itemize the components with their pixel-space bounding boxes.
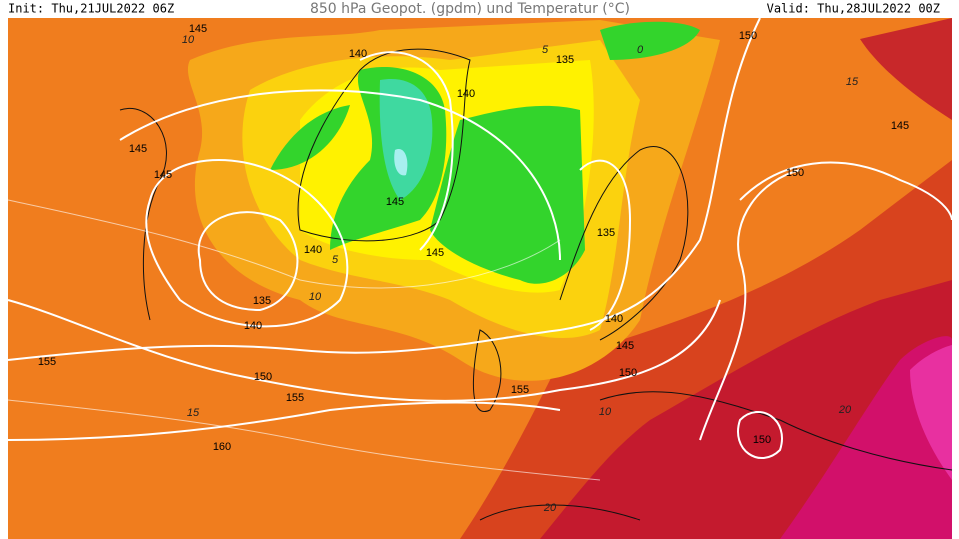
geopotential-label: 140 (457, 88, 475, 100)
geopotential-label: 160 (213, 441, 231, 453)
geopotential-label: 145 (616, 340, 634, 352)
init-time: Init: Thu,21JUL2022 06Z (8, 2, 174, 16)
geopotential-label: 135 (556, 54, 574, 66)
geopotential-label: 150 (786, 167, 804, 179)
geopotential-label: 135 (597, 227, 615, 239)
temperature-label: 20 (543, 502, 557, 514)
geopotential-label: 145 (891, 120, 909, 132)
map-fill (8, 18, 952, 539)
geopotential-label: 150 (619, 367, 637, 379)
geopotential-label: 145 (154, 169, 172, 181)
temperature-label: 10 (309, 291, 322, 303)
geopotential-label: 145 (189, 23, 207, 35)
geopotential-label: 155 (38, 356, 56, 368)
geopotential-label: 145 (426, 247, 444, 259)
geopotential-label: 155 (511, 384, 529, 396)
geopotential-label: 140 (304, 244, 322, 256)
geopotential-label: 135 (253, 295, 271, 307)
temperature-label: 15 (846, 76, 859, 88)
geopotential-label: 150 (739, 30, 757, 42)
temperature-label: 0 (637, 44, 644, 56)
geopotential-label: 145 (386, 196, 404, 208)
geopotential-label: 140 (349, 48, 367, 60)
geopotential-label: 145 (129, 143, 147, 155)
header-bar (0, 0, 959, 18)
temperature-label: 5 (332, 254, 339, 266)
temperature-label: 10 (182, 34, 195, 46)
geopotential-label: 155 (286, 392, 304, 404)
contours (7, 17, 953, 481)
geopotential-label: 150 (254, 371, 272, 383)
temperature-label: 10 (599, 406, 612, 418)
temperature-label: 15 (187, 407, 200, 419)
geopotential-label: 140 (605, 313, 623, 325)
valid-time: Valid: Thu,28JUL2022 00Z (767, 2, 940, 16)
temperature-label: 5 (542, 44, 549, 56)
map-title: 850 hPa Geopot. (gpdm) und Temperatur (°… (310, 1, 630, 17)
geopotential-label: 140 (244, 320, 262, 332)
temperature-label: 20 (838, 404, 852, 416)
geopotential-label: 150 (753, 434, 771, 446)
